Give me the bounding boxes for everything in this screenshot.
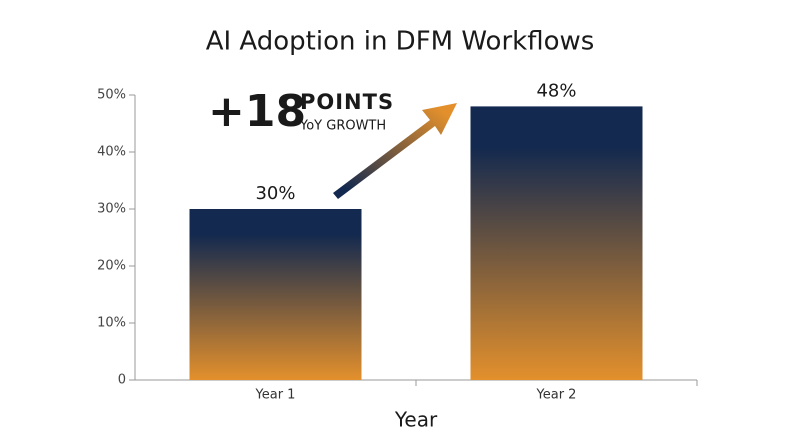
growth-arrow xyxy=(333,103,457,199)
bar xyxy=(189,209,362,380)
y-tick-label: 40% xyxy=(97,145,126,160)
x-tick-label: Year 2 xyxy=(536,388,577,403)
x-tick-label: Year 1 xyxy=(255,388,296,403)
y-tick-label: 0 xyxy=(118,373,126,388)
y-tick-label: 10% xyxy=(97,316,126,331)
x-axis-label: Year xyxy=(394,408,438,432)
bar xyxy=(470,106,643,381)
y-tick-label: 30% xyxy=(97,202,126,217)
annotation-word: POINTS xyxy=(300,90,394,114)
y-tick-label: 20% xyxy=(97,259,126,274)
y-tick-label: 50% xyxy=(97,88,126,103)
value-label: 30% xyxy=(255,183,295,204)
value-label: 48% xyxy=(536,80,576,101)
chart-title: AI Adoption in DFM Workflows xyxy=(206,27,595,57)
annotation-big: +18 xyxy=(208,86,306,137)
annotation-sub: YoY GROWTH xyxy=(299,119,386,134)
